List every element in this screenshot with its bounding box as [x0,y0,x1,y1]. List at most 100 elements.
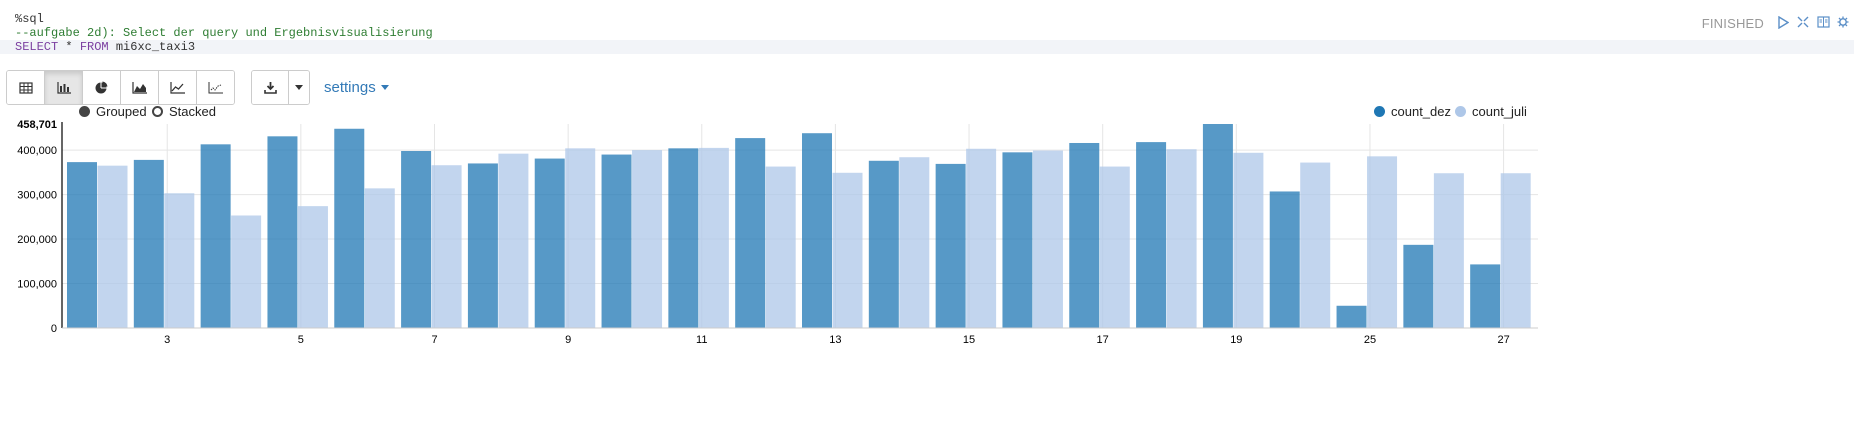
code-comment: --aufgabe 2d): Select der query und Erge… [15,26,433,40]
line-chart-icon [170,81,185,94]
bar-count_dez-7 [401,150,432,328]
x-tick-label: 9 [565,334,571,346]
code-star: * [58,40,80,54]
gear-icon[interactable] [1836,14,1850,30]
interpreter-directive: %sql [15,12,44,26]
bar-count_dez-4 [200,144,231,328]
bar-count_dez-5 [267,136,298,328]
bar-count_juli-18 [1166,149,1197,328]
bar-count_juli-25 [1367,156,1398,328]
area-chart-icon [132,81,147,94]
code-editor[interactable]: %sql --aufgabe 2d): Select der query und… [0,12,1854,54]
bar-count_dez-27 [1470,264,1501,328]
table-view-button[interactable] [7,71,45,104]
keyword-from: FROM [79,40,109,54]
settings-toggle[interactable]: settings [324,79,389,96]
bar-count_dez-12 [735,138,766,328]
bar-count_juli-15 [966,148,997,328]
bar-count_juli-5 [297,206,328,328]
bar-count_juli-11 [698,147,729,328]
chart-type-group [6,70,235,105]
bar-count_juli-12 [765,166,796,328]
area-chart-button[interactable] [121,71,159,104]
y-tick-label: 0 [51,323,57,335]
paragraph-controls [1776,14,1850,30]
x-tick-label: 25 [1364,334,1376,346]
caret-down-icon [295,85,303,90]
legend-label: count_juli [1472,104,1527,119]
bar-count_dez-13 [802,133,832,328]
bar-chart-icon [56,81,71,94]
grouped-label: Grouped [96,104,147,119]
scatter-chart-icon [208,81,223,93]
x-tick-label: 15 [963,334,975,346]
y-max-label: 458,701 [17,119,57,131]
bar-count_dez-3 [133,159,164,328]
bar-count_dez-11 [668,148,699,328]
bar-count_dez-2 [67,162,97,328]
y-tick-label: 300,000 [17,190,57,202]
legend-swatch [1374,106,1385,117]
keyword-select: SELECT [15,40,59,54]
stacked-label: Stacked [169,104,216,119]
bar-count_juli-4 [231,215,262,328]
radio-checked-icon [79,106,90,117]
bar-count_juli-16 [1032,150,1063,328]
bar-count_juli-26 [1433,173,1464,328]
chart-canvas: 0 100,000 200,000 300,000 400,000 458,701 3 5 7 9… [17,119,1538,346]
download-dropdown-button[interactable] [289,71,309,104]
x-tick-label: 3 [164,334,170,346]
bar-count_dez-14 [868,160,899,328]
radio-unchecked-icon [152,106,163,117]
scatter-chart-button[interactable] [197,71,234,104]
run-icon[interactable] [1776,14,1790,30]
x-tick-label: 7 [431,334,437,346]
bar-count_dez-26 [1403,244,1434,328]
x-tick-label: 17 [1097,334,1109,346]
bar-count_juli-19 [1233,152,1264,328]
bar-count_juli-7 [431,165,462,328]
pie-chart-button[interactable] [83,71,121,104]
bar-count_juli-14 [899,157,930,328]
table-name: mi6xc_taxi3 [108,40,196,54]
x-tick-label: 19 [1230,334,1242,346]
bar-chart-button[interactable] [45,71,83,104]
expand-icon[interactable] [1796,14,1810,30]
bar-count_juli-10 [632,150,663,328]
bar-count_juli-8 [498,153,529,328]
bar-count_juli-2 [97,165,128,328]
bar-count_dez-15 [935,163,966,328]
legend-swatch [1455,106,1466,117]
x-tick-label: 13 [829,334,841,346]
grouped-option[interactable]: Grouped [79,104,147,119]
pie-chart-icon [95,81,108,94]
paragraph-status: FINISHED [1701,16,1764,31]
code-line-2: --aufgabe 2d): Select der query und Erge… [0,26,1854,40]
code-line-1: %sql [0,12,1854,26]
book-icon[interactable] [1816,14,1830,30]
line-chart-button[interactable] [159,71,197,104]
bar-count_juli-3 [164,193,195,328]
legend-item-count-dez[interactable]: count_dez [1374,104,1451,119]
bar-count_dez-9 [534,158,565,328]
bar-count_juli-17 [1099,166,1130,328]
download-button[interactable] [252,71,289,104]
x-tick-label: 5 [298,334,304,346]
visualization-toolbar: settings [6,70,389,105]
bar-count_dez-24 [1269,191,1300,328]
bar-count_juli-27 [1500,173,1531,328]
stacked-option[interactable]: Stacked [152,104,216,119]
y-tick-label: 400,000 [17,145,57,157]
bar-chart: Grouped Stacked count_dez count_juli 0 10… [0,104,1854,415]
caret-down-icon [380,85,389,90]
bar-count_dez-6 [334,128,365,328]
bar-count_juli-13 [832,172,863,328]
y-tick-label: 100,000 [17,279,57,291]
x-tick-label: 27 [1497,334,1509,346]
bar-count_juli-6 [364,188,395,328]
settings-label: settings [324,79,376,96]
legend-label: count_dez [1391,104,1451,119]
download-group [251,70,310,105]
legend-item-count-juli[interactable]: count_juli [1455,104,1527,119]
x-tick-label: 11 [696,334,707,346]
